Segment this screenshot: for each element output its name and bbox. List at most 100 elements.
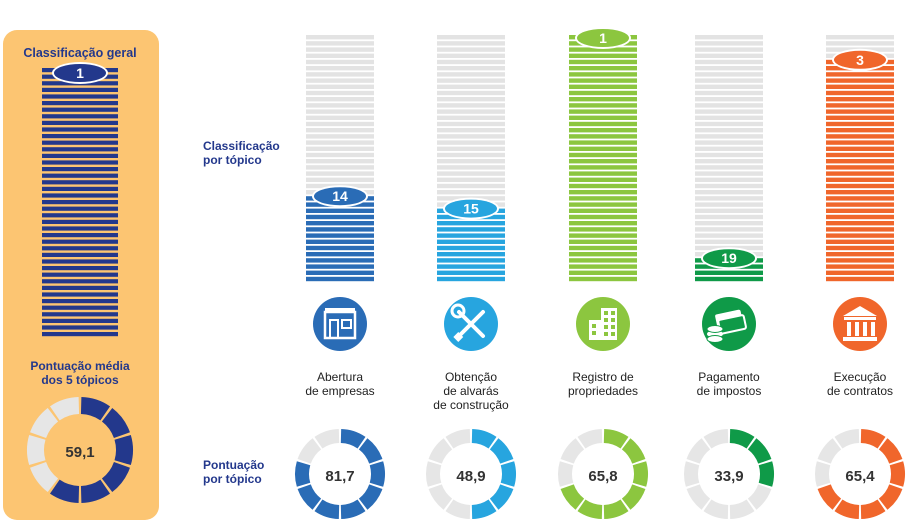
overall-stripe xyxy=(42,312,118,317)
rank-bar-stripe-empty xyxy=(437,72,505,77)
rank-bar-stripe-filled xyxy=(826,146,894,151)
overall-stripe xyxy=(42,127,118,132)
rank-bar-stripe-filled xyxy=(569,239,637,244)
donut-segment xyxy=(471,499,497,519)
rank-bar-stripe-filled xyxy=(826,196,894,201)
rank-bar-stripe-filled xyxy=(569,66,637,71)
rank-bar-stripe-empty xyxy=(437,97,505,102)
donut-segment xyxy=(834,429,860,449)
donut-segment xyxy=(834,499,860,519)
topic-label-abertura: Abertura xyxy=(317,370,363,384)
overall-stripe xyxy=(42,160,118,165)
rank-bar-stripe-filled xyxy=(826,233,894,238)
rank-badge-abertura xyxy=(314,187,366,206)
donut-segment xyxy=(295,461,311,487)
rank-bar-stripe-empty xyxy=(695,47,763,52)
donut-segment xyxy=(445,499,471,519)
topic-icon-bg-contratos xyxy=(833,297,887,351)
rank-bar-stripe-empty xyxy=(695,159,763,164)
donut-segment xyxy=(101,462,130,493)
rank-bar-stripe-filled xyxy=(437,258,505,263)
overall-rank-badge-label: 1 xyxy=(76,65,84,81)
topic-label-abertura: de empresas xyxy=(305,384,374,398)
donut-segment xyxy=(314,499,340,519)
rank-bar-stripe-empty xyxy=(306,128,374,133)
rank-bar-stripe-filled xyxy=(569,109,637,114)
rank-bar-stripe-empty xyxy=(437,146,505,151)
donut-segment xyxy=(314,429,340,449)
rank-bar-stripe-filled xyxy=(695,276,763,282)
rank-bar-stripe-empty xyxy=(437,152,505,158)
rank-bar-stripe-filled xyxy=(826,245,894,251)
rank-bar-stripe-empty xyxy=(306,84,374,89)
rank-bar-stripe-filled xyxy=(826,152,894,158)
score-value-contratos: 65,4 xyxy=(845,468,875,485)
rank-bar-stripe-filled xyxy=(826,177,894,182)
donut-segment xyxy=(747,484,772,510)
rank-bar-stripe-empty xyxy=(695,53,763,58)
rank-bar-stripe-empty xyxy=(306,134,374,139)
overall-stripe xyxy=(42,153,118,158)
score-value-alvaras: 48,9 xyxy=(456,468,485,485)
rank-bar-stripe-filled xyxy=(826,270,894,275)
rank-bar-stripe-filled xyxy=(306,239,374,244)
rank-bar-stripe-empty xyxy=(306,140,374,145)
donut-segment xyxy=(860,499,886,519)
rank-bar-stripe-filled xyxy=(306,276,374,282)
rank-bar-stripe-empty xyxy=(306,72,374,77)
donut-segment xyxy=(817,438,842,464)
overall-stripe xyxy=(42,193,118,198)
donut-segment xyxy=(340,429,366,449)
donut-segment xyxy=(471,429,497,449)
rank-bar-stripe-empty xyxy=(306,152,374,158)
donut-segment xyxy=(684,461,700,487)
overall-stripe xyxy=(42,272,118,277)
donut-segment xyxy=(577,499,603,519)
topic-label-alvaras: Obtenção xyxy=(445,370,497,384)
rank-bar-stripe-empty xyxy=(437,53,505,58)
rank-bar-stripe-filled xyxy=(826,239,894,244)
overall-stripe xyxy=(42,219,118,224)
rank-bar-stripe-empty xyxy=(437,47,505,52)
topic-label-contratos: de contratos xyxy=(827,384,893,398)
overall-stripe xyxy=(42,167,118,172)
rank-bar-stripe-empty xyxy=(437,177,505,182)
rank-bar-stripe-empty xyxy=(695,78,763,83)
rank-bar-stripe-filled xyxy=(569,190,637,195)
overall-stripe xyxy=(42,147,118,152)
score-donut-contratos xyxy=(815,429,906,519)
topic-icon-bg-abertura xyxy=(313,297,367,351)
rank-bar-stripe-filled xyxy=(437,239,505,244)
donut-segment xyxy=(577,429,603,449)
rank-bar-stripe-empty xyxy=(695,202,763,207)
donut-segment xyxy=(297,438,322,464)
rank-bar-stripe-filled xyxy=(826,134,894,139)
rank-bar-stripe-empty xyxy=(437,171,505,176)
rank-badge-contratos xyxy=(834,50,886,69)
overall-stripe xyxy=(42,101,118,106)
rank-bar-stripe-filled xyxy=(437,245,505,251)
rank-bar-stripe-empty xyxy=(695,171,763,176)
overall-stripe xyxy=(42,305,118,310)
rank-bar-stripe-filled xyxy=(437,252,505,257)
rank-bar-stripe-empty xyxy=(695,41,763,46)
rank-bar-stripe-filled xyxy=(826,183,894,189)
donut-segment xyxy=(632,461,649,487)
rank-bar-stripe-empty xyxy=(695,84,763,89)
overall-avg-title-1: Pontuação média xyxy=(30,359,130,373)
rank-bar-stripe-empty xyxy=(695,140,763,145)
overall-stripe xyxy=(42,213,118,218)
donut-segment xyxy=(49,397,80,421)
rank-bar-stripe-empty xyxy=(695,72,763,77)
rank-bar-stripe-filled xyxy=(826,227,894,232)
rank-bar-stripe-filled xyxy=(569,53,637,58)
rank-bar-stripe-empty xyxy=(306,165,374,170)
rank-bar-stripe-empty xyxy=(695,97,763,102)
rank-bar-stripe-filled xyxy=(569,171,637,176)
overall-stripe xyxy=(42,252,118,257)
rank-bar-stripe-filled xyxy=(826,90,894,96)
donut-segment xyxy=(603,429,629,449)
rank-bar-stripe-filled xyxy=(569,208,637,213)
rank-bar-stripe-filled xyxy=(569,196,637,201)
rank-bar-stripe-filled xyxy=(569,233,637,238)
